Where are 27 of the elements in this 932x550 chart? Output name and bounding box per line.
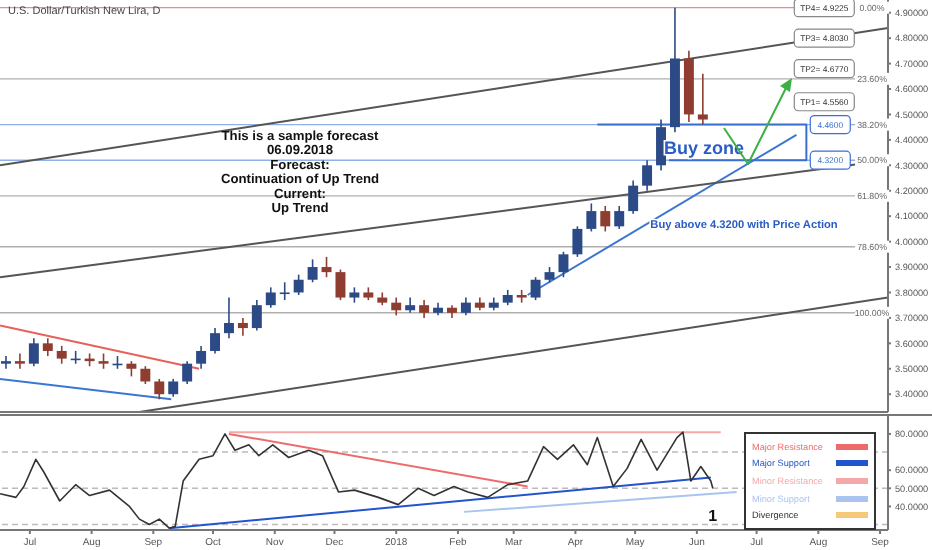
candlestick	[279, 281, 290, 301]
candlestick	[1, 355, 11, 370]
candlestick	[642, 159, 653, 192]
candlestick	[530, 276, 541, 301]
line-series	[0, 431, 714, 529]
candlestick	[335, 268, 346, 301]
candlestick	[28, 337, 39, 368]
annotation: 1	[708, 506, 719, 525]
candlestick	[223, 296, 234, 340]
candlestick	[196, 345, 207, 370]
candlestick	[265, 286, 276, 309]
candlestick	[293, 273, 304, 296]
candlestick	[628, 179, 639, 215]
candlestick	[697, 72, 708, 126]
candlestick	[154, 378, 165, 401]
candlestick	[572, 225, 583, 258]
candlestick	[237, 317, 248, 337]
candlestick	[182, 360, 193, 385]
candlestick	[558, 250, 569, 279]
candlestick	[614, 205, 625, 230]
candlestick	[586, 202, 597, 233]
candlestick	[307, 258, 318, 284]
candlestick	[321, 256, 332, 279]
candlestick	[600, 205, 611, 233]
candlestick	[251, 299, 262, 332]
candlestick	[14, 352, 25, 370]
candlestick	[210, 327, 221, 355]
